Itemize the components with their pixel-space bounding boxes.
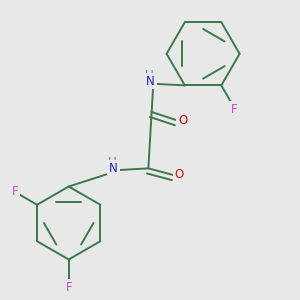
Text: H: H [145, 69, 154, 82]
Text: N: N [146, 75, 155, 88]
Text: N: N [109, 161, 118, 175]
Text: F: F [230, 103, 237, 116]
Text: F: F [65, 280, 72, 293]
Text: O: O [175, 169, 184, 182]
Text: F: F [12, 185, 18, 198]
Text: H: H [107, 156, 116, 169]
Text: O: O [178, 114, 187, 127]
